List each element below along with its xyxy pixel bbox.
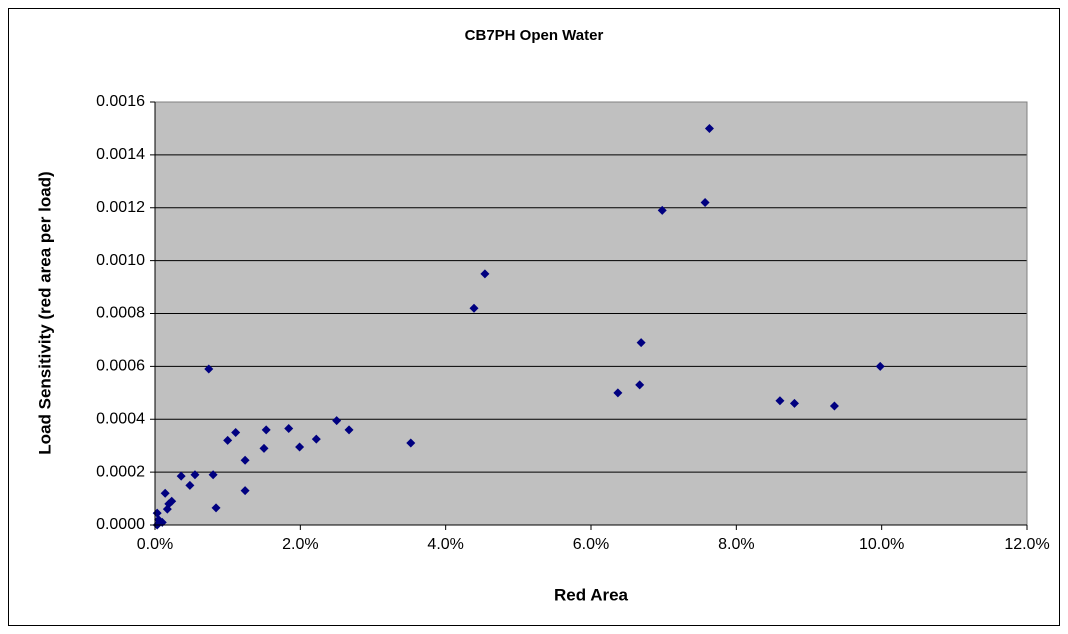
point (240, 486, 250, 496)
y-tick-label: 0.0016 (96, 93, 145, 110)
y-tick-label: 0.0008 (96, 305, 145, 322)
point (635, 380, 645, 390)
point (775, 396, 785, 406)
point (240, 455, 250, 465)
point (700, 197, 710, 207)
point (160, 488, 170, 498)
x-tick-label: 10.0% (859, 536, 904, 553)
point (204, 364, 214, 374)
point (875, 361, 885, 371)
y-tick-label: 0.0014 (96, 146, 145, 163)
point (311, 434, 321, 444)
point (231, 427, 241, 437)
chart-title: CB7PH Open Water (465, 27, 604, 44)
point (223, 435, 233, 445)
x-axis-label: Red Area (554, 585, 629, 604)
point (480, 269, 490, 279)
x-tick-label: 2.0% (282, 536, 318, 553)
point (167, 496, 177, 506)
x-tick-label: 0.0% (137, 536, 173, 553)
point (406, 438, 416, 448)
point (469, 303, 479, 313)
y-tick-label: 0.0002 (96, 463, 145, 480)
point (657, 205, 667, 215)
y-tick-label: 0.0006 (96, 358, 145, 375)
x-tick-label: 8.0% (718, 536, 754, 553)
y-axis-label: Load Sensitivity (red area per load) (35, 171, 54, 454)
point (176, 471, 186, 481)
point (190, 470, 200, 480)
point (332, 416, 342, 426)
x-tick-label: 6.0% (573, 536, 609, 553)
point (208, 470, 218, 480)
points (152, 123, 885, 530)
point (344, 425, 354, 435)
point (295, 442, 305, 452)
y-tick-label: 0.0000 (96, 516, 145, 533)
y-tick-label: 0.0004 (96, 410, 145, 427)
point (185, 480, 195, 490)
point (613, 388, 623, 398)
y-tick-label: 0.0012 (96, 199, 145, 216)
point (162, 504, 172, 514)
point (789, 398, 799, 408)
point (259, 443, 269, 453)
point (211, 503, 221, 513)
y-tick-label: 0.0010 (96, 252, 145, 269)
point (704, 123, 714, 133)
x-tick-label: 12.0% (1004, 536, 1049, 553)
point (261, 425, 271, 435)
point (636, 338, 646, 348)
x-tick-label: 4.0% (427, 536, 463, 553)
point (284, 424, 294, 434)
point (829, 401, 839, 411)
